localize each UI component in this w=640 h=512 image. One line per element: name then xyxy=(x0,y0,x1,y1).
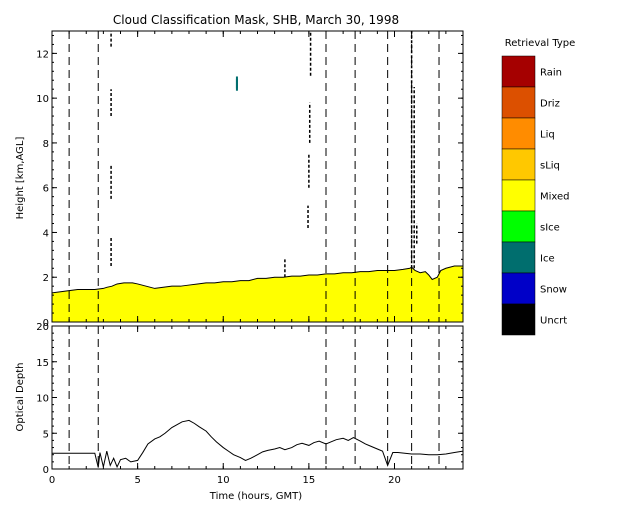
y-tick-label: 10 xyxy=(36,394,49,405)
legend-label-driz: Driz xyxy=(540,99,560,110)
legend-swatch-uncrt xyxy=(501,303,536,336)
top-plot-area: 0 2 4 6 8 10 12 xyxy=(36,30,464,329)
cloud-top-edge xyxy=(51,265,463,294)
x-tick-label: 10 xyxy=(217,475,230,486)
bottom-chart-xlabel: Time (hours, GMT) xyxy=(209,491,303,502)
legend-swatch-ice xyxy=(501,241,536,274)
legend-swatch-mixed xyxy=(501,179,536,212)
legend-swatch-snow xyxy=(501,272,536,305)
top-chart-ylabel: Height [km,AGL] xyxy=(15,137,26,220)
y-tick-label: 0 xyxy=(43,465,49,476)
y-tick-label: 10 xyxy=(36,94,49,105)
legend-label-mixed: Mixed xyxy=(540,192,570,203)
y-tick-label: 8 xyxy=(43,139,49,150)
plot-frame xyxy=(51,325,464,470)
x-tick-label: 0 xyxy=(49,475,55,486)
optical-depth-line xyxy=(52,419,464,469)
y-tick-label: 15 xyxy=(36,358,49,369)
legend-swatch-rain xyxy=(501,55,536,88)
legend-label-sice: sIce xyxy=(540,223,560,234)
y-tick-label: 0 xyxy=(43,318,49,329)
y-tick-label: 5 xyxy=(43,429,49,440)
y-tick-label: 12 xyxy=(36,49,49,60)
top-chart-title: Cloud Classification Mask, SHB, March 30… xyxy=(113,13,399,27)
legend-swatch-liq xyxy=(501,117,536,150)
x-tick-label: 5 xyxy=(134,475,140,486)
legend-label-rain: Rain xyxy=(540,68,562,79)
legend-swatch-driz xyxy=(501,86,536,119)
mixed-cloud-area xyxy=(52,266,463,322)
y-tick-label: 2 xyxy=(43,273,49,284)
y-tick-label: 4 xyxy=(43,228,49,239)
legend: Rain Driz Liq sLiq Mixed sIce Ice Snow Uncrt xyxy=(501,55,570,336)
legend-label-snow: Snow xyxy=(540,285,567,296)
legend-swatch-sice xyxy=(501,210,536,243)
bottom-plot-area: 0 5 10 15 20 0 5 10 15 20 xyxy=(36,322,464,486)
legend-label-uncrt: Uncrt xyxy=(540,316,567,327)
x-tick-label: 15 xyxy=(303,475,316,486)
legend-label-liq: Liq xyxy=(540,130,555,141)
y-tick-label: 20 xyxy=(36,322,49,333)
legend-label-sliq: sLiq xyxy=(540,161,560,172)
bottom-chart-ylabel: Optical Depth xyxy=(15,363,26,432)
legend-label-ice: Ice xyxy=(540,254,555,265)
x-tick-label: 20 xyxy=(388,475,401,486)
y-tick-label: 6 xyxy=(43,184,49,195)
legend-title: Retrieval Type xyxy=(505,38,576,49)
legend-swatch-sliq xyxy=(501,148,536,181)
ice-point-1 xyxy=(235,78,238,91)
